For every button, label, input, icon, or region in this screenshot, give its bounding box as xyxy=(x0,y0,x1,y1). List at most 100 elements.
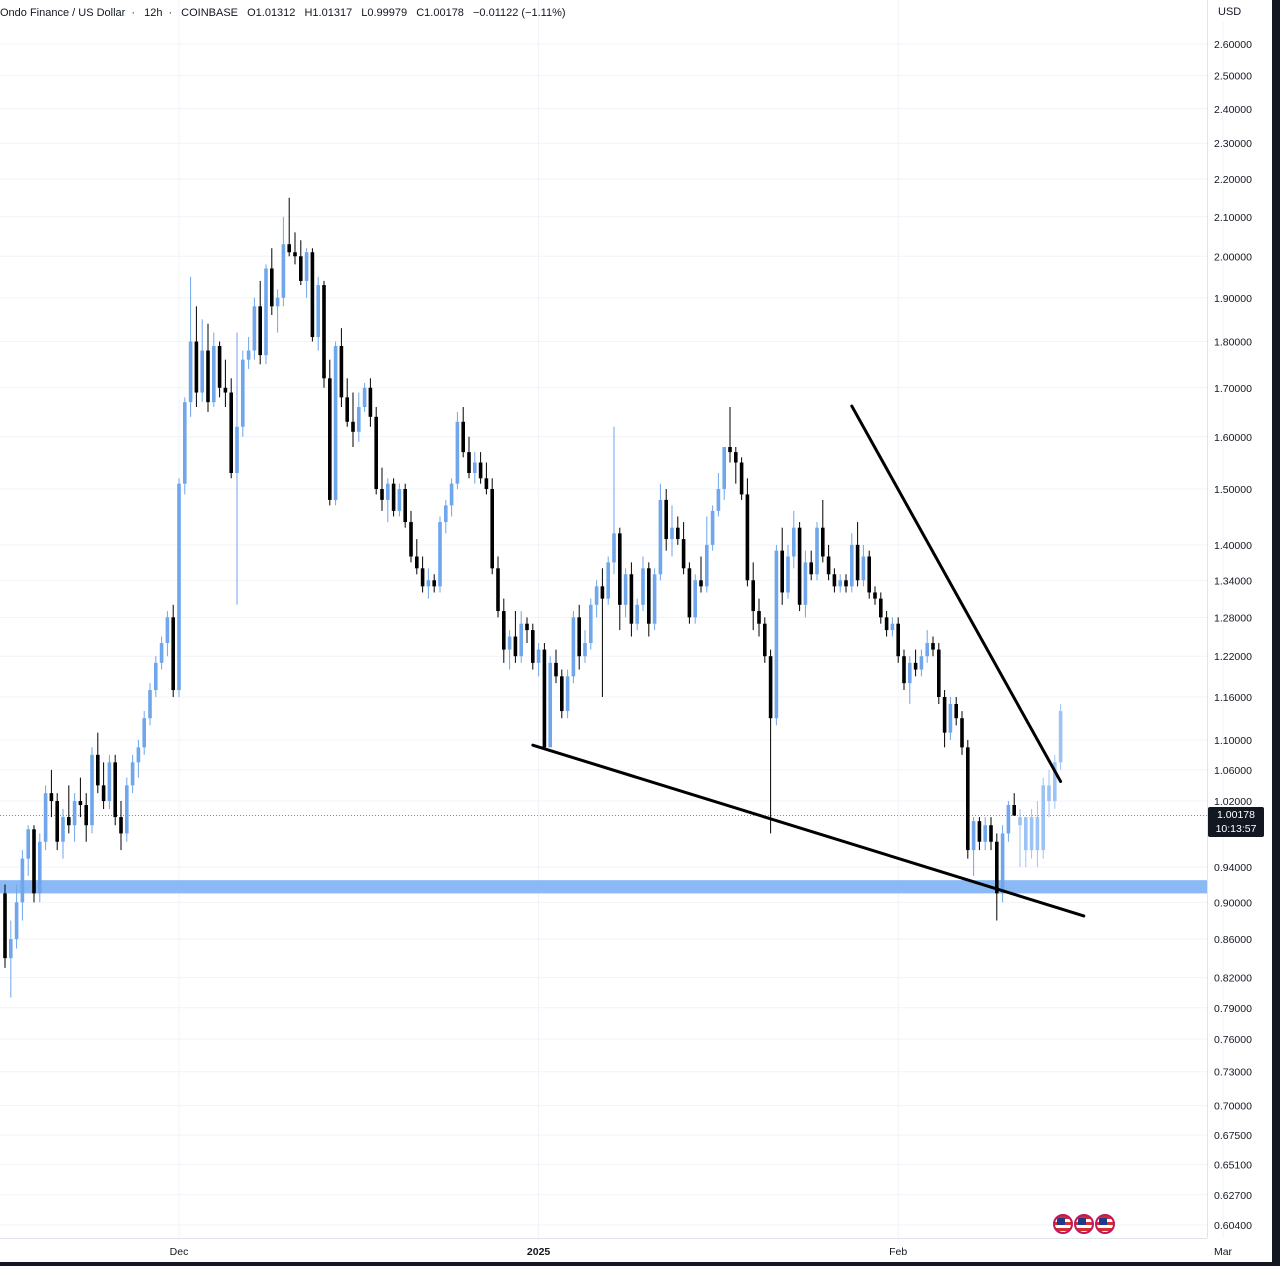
price-tick-label: 0.94000 xyxy=(1214,862,1252,874)
candle-body xyxy=(55,801,59,842)
candle xyxy=(960,711,964,755)
price-tick-label: 1.34000 xyxy=(1214,575,1252,587)
candle-body xyxy=(473,462,477,474)
candle xyxy=(26,825,30,876)
candle xyxy=(339,328,344,408)
candle xyxy=(229,378,233,479)
currency-selector[interactable]: USD xyxy=(1210,2,1262,22)
candle xyxy=(130,754,135,794)
price-tick-label: 2.60000 xyxy=(1214,39,1252,51)
event-markers[interactable] xyxy=(1053,1214,1116,1236)
us-flag-event-icon[interactable] xyxy=(1053,1214,1073,1234)
candle xyxy=(554,649,558,684)
candle-body xyxy=(948,704,953,733)
price-tick-label: 1.90000 xyxy=(1214,293,1252,305)
candle-body xyxy=(739,462,744,495)
candle-body xyxy=(333,346,338,500)
support-zone-layer xyxy=(0,880,1207,894)
symbol-legend[interactable]: Ondo Finance / US Dollar · 12h · COINBASE … xyxy=(0,5,572,21)
candle xyxy=(519,611,523,663)
trendline[interactable] xyxy=(850,404,1063,783)
candle-body xyxy=(136,747,141,763)
candle-body xyxy=(299,256,303,281)
candle-body xyxy=(838,580,842,587)
candle xyxy=(142,711,146,755)
projection-candles xyxy=(1018,704,1063,868)
legend-symbol[interactable]: Ondo Finance / US Dollar xyxy=(0,7,126,19)
time-axis[interactable]: Dec 2025 Feb Mar xyxy=(170,1246,1233,1258)
candle-body xyxy=(867,556,871,593)
candle xyxy=(154,656,158,697)
candle xyxy=(90,747,94,834)
candle xyxy=(879,592,883,624)
candle-body xyxy=(710,510,715,545)
candle-body xyxy=(293,252,297,257)
candle xyxy=(890,617,895,637)
candle xyxy=(623,568,628,618)
candle-body xyxy=(728,446,732,453)
candle xyxy=(449,478,454,517)
candle xyxy=(397,483,402,517)
candle xyxy=(710,505,715,551)
candle xyxy=(780,527,784,605)
candle-body xyxy=(368,387,373,417)
price-tick-label: 2.40000 xyxy=(1214,104,1252,116)
candle-body xyxy=(832,574,837,587)
price-axis[interactable]: 2.60000 2.50000 2.40000 2.30000 2.20000 2.100… xyxy=(1214,39,1252,1232)
trendlines[interactable] xyxy=(531,404,1086,918)
trendline[interactable] xyxy=(531,743,1086,918)
candle-body xyxy=(821,527,825,557)
candle-body xyxy=(699,580,703,587)
candle xyxy=(310,248,315,342)
candle xyxy=(316,276,320,351)
candle xyxy=(357,392,361,442)
candle-body xyxy=(362,387,367,408)
candle-body xyxy=(177,483,181,691)
candle xyxy=(693,574,697,624)
candle-body xyxy=(67,817,71,826)
candle-body xyxy=(223,387,228,393)
candle xyxy=(67,785,71,834)
candle-body xyxy=(409,522,413,557)
candle-body xyxy=(583,643,587,657)
candle xyxy=(148,683,152,726)
candle-body xyxy=(1058,711,1063,763)
legend-interval[interactable]: 12h xyxy=(144,7,163,19)
candle xyxy=(223,359,228,408)
us-flag-event-icon[interactable] xyxy=(1074,1214,1094,1234)
candle-body xyxy=(809,562,813,575)
candle xyxy=(212,332,216,408)
candle xyxy=(826,544,831,581)
candle xyxy=(9,920,13,998)
candle-body xyxy=(786,556,790,593)
candle xyxy=(159,636,164,670)
us-flag-event-icon[interactable] xyxy=(1095,1214,1115,1234)
candle-body xyxy=(484,478,489,490)
candle-body xyxy=(884,617,889,631)
candle xyxy=(687,562,692,624)
candle-body xyxy=(902,656,906,684)
candle-body xyxy=(1024,817,1028,851)
candle xyxy=(954,696,958,726)
candle xyxy=(803,550,808,618)
candle-body xyxy=(229,392,233,474)
candle-body xyxy=(125,785,129,834)
projection-candle xyxy=(1018,809,1022,868)
candle-body xyxy=(43,793,48,842)
candle-body xyxy=(519,623,523,657)
candle xyxy=(188,276,193,417)
candle-body xyxy=(589,604,593,644)
candle-body xyxy=(188,341,193,403)
candle xyxy=(635,598,639,631)
candle xyxy=(652,568,657,631)
candle xyxy=(739,457,744,500)
candle xyxy=(183,397,187,495)
candle xyxy=(438,516,442,593)
candle xyxy=(345,378,349,427)
candle xyxy=(832,568,837,593)
candle-body xyxy=(241,359,245,427)
price-tick-label: 2.30000 xyxy=(1214,138,1252,150)
candle-body xyxy=(84,805,88,826)
